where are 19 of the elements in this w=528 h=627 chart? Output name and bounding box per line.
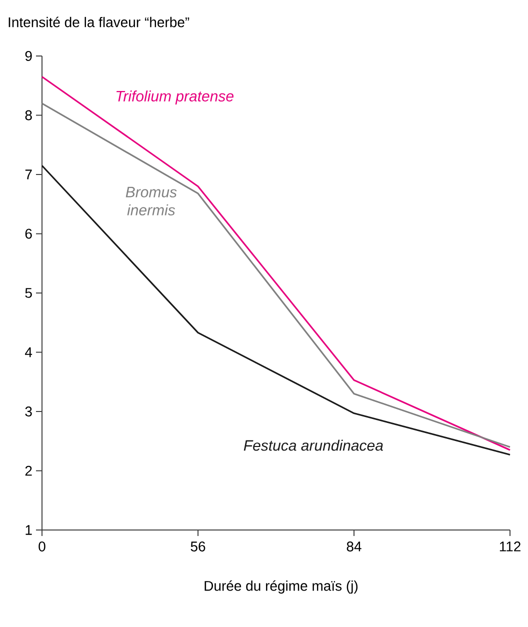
x-tick-label: 84 [346, 542, 362, 552]
line-series [41, 164, 511, 456]
x-tick-label: 0 [38, 542, 46, 552]
y-tick-label: 5 [25, 288, 32, 298]
y-axis-title: Intensité de la flaveur “herbe” [8, 16, 190, 28]
series-label: Bromus inermis [126, 186, 177, 216]
series-label: Trifolium pratense [116, 90, 234, 104]
y-tick-label: 8 [25, 110, 32, 120]
y-tick-label: 7 [25, 170, 32, 180]
y-tick-label: 9 [25, 51, 32, 61]
y-tick-label: 4 [24, 347, 32, 358]
x-tick-label: 56 [190, 542, 206, 552]
series-label: Festuca arundinacea [244, 440, 383, 451]
y-tick-label: 3 [25, 406, 32, 416]
y-tick-label: 2 [25, 466, 32, 476]
x-axis-title: Durée du régime maïs (j) [204, 580, 358, 594]
y-tick-label: 6 [25, 228, 32, 239]
x-tick-label: 112 [500, 542, 520, 552]
y-tick-label: 1 [26, 525, 32, 535]
